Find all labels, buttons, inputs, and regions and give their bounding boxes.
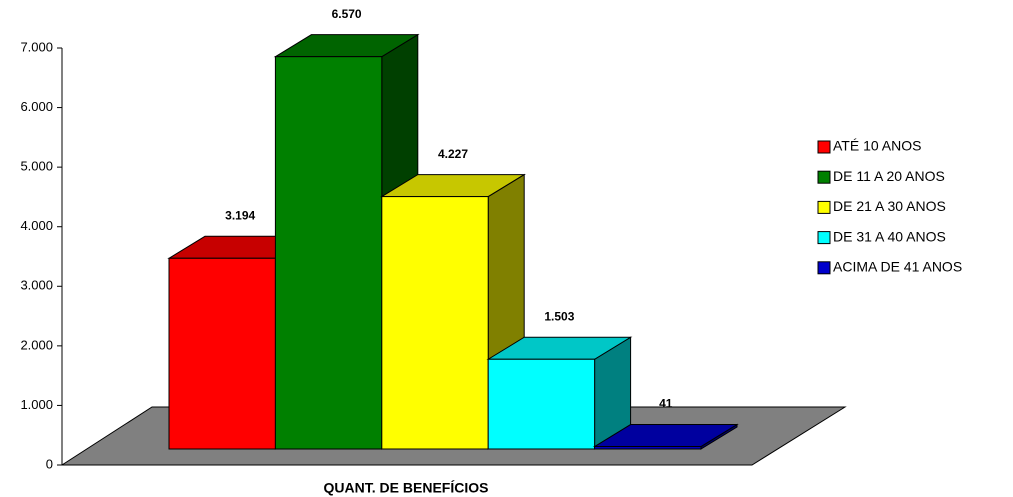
bar xyxy=(381,196,489,450)
y-tick-label: 6.000 xyxy=(20,99,53,114)
y-tick-label: 1.000 xyxy=(20,397,53,412)
y-tick-label: 3.000 xyxy=(20,278,53,293)
legend-swatch xyxy=(817,140,831,154)
value-label: 4.227 xyxy=(438,147,468,161)
bar xyxy=(274,56,383,450)
y-tick-label: 2.000 xyxy=(20,337,53,352)
y-tick-label: 0 xyxy=(46,456,53,471)
legend-swatch xyxy=(817,200,831,214)
legend-label: DE 11 A 20 ANOS xyxy=(833,168,945,184)
legend-label: DE 31 A 40 ANOS xyxy=(833,228,946,244)
legend-label: ATÉ 10 ANOS xyxy=(833,138,921,154)
bar xyxy=(487,358,596,450)
legend-swatch xyxy=(817,170,831,184)
value-label: 3.194 xyxy=(225,208,255,222)
legend-label: DE 21 A 30 ANOS xyxy=(833,198,946,214)
x-axis-label: QUANT. DE BENEFÍCIOS xyxy=(324,480,489,496)
bar xyxy=(168,257,276,450)
y-tick-label: 5.000 xyxy=(20,159,53,174)
y-tick-label: 7.000 xyxy=(20,39,53,54)
value-label: 1.503 xyxy=(544,309,574,323)
legend-swatch xyxy=(817,231,831,245)
legend-swatch xyxy=(817,261,831,275)
legend-label: ACIMA DE 41 ANOS xyxy=(833,259,962,275)
bar xyxy=(594,446,702,450)
value-label: 6.570 xyxy=(332,7,362,21)
y-tick-label: 4.000 xyxy=(20,218,53,233)
value-label: 41 xyxy=(659,397,673,411)
